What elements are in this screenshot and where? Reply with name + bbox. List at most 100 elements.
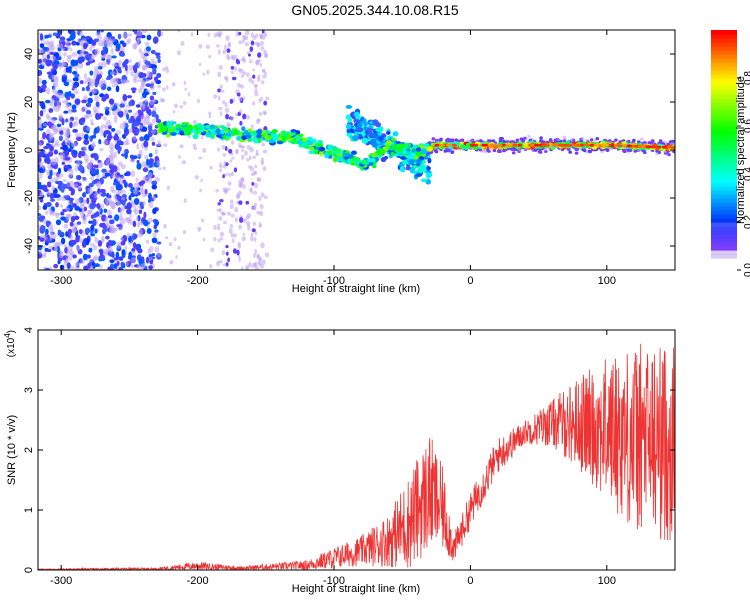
spectrogram-mark-1750	[256, 42, 261, 48]
spectrogram-mark-778	[94, 95, 100, 102]
spectrogram-mark-2296	[438, 138, 443, 142]
spectrogram-mark-1120	[81, 105, 85, 113]
spectrogram-mark-1346	[140, 96, 144, 100]
spectrogram-mark-2643	[421, 178, 427, 183]
spectrogram-mark-1620	[261, 30, 265, 34]
spectrogram-mark-560	[39, 226, 45, 234]
spectrogram-mark-606	[151, 110, 157, 118]
spectrogram-mark-1966	[667, 153, 671, 157]
spectrogram-mark-1097	[109, 240, 113, 246]
spectrogram-mark-741	[92, 218, 97, 227]
spectrogram-mark-1036	[42, 205, 48, 210]
spectrogram-mark-1886	[511, 151, 516, 155]
spectrogram-mark-1374	[149, 80, 156, 85]
spectrogram-mark-923	[38, 77, 43, 85]
spectrogram-mark-1760	[239, 109, 243, 114]
spectrogram-mark-796	[144, 41, 150, 47]
spectrogram-mark-1720	[245, 114, 251, 120]
spectrogram-mark-1544	[253, 182, 259, 189]
spectrogram-mark-288	[117, 108, 122, 112]
spectrogram-mark-539	[92, 244, 98, 251]
spectrogram-mark-685	[52, 172, 58, 176]
spectrogram-mark-1492	[171, 81, 176, 87]
spectrogram-mark-225	[42, 41, 48, 46]
spectrogram-mark-884	[51, 185, 56, 191]
spectrogram-mark-1776	[260, 157, 264, 164]
spectrogram-mark-1431	[178, 155, 181, 159]
colorbar-swatch-0	[711, 266, 737, 271]
colorbar-swatch-11	[711, 222, 737, 227]
spectrogram-mark-1414	[166, 85, 169, 90]
spectrogram-mark-1315	[77, 182, 82, 187]
spectrogram-mark-784	[91, 122, 95, 126]
spectrogram-mark-1674	[260, 96, 264, 102]
snr-ylabel-rot: SNR (10 * v/v)	[6, 415, 18, 485]
spectrogram-mark-1410	[199, 188, 203, 193]
spectrogram-mark-2907	[241, 126, 246, 132]
spectrogram-mark-1616	[217, 147, 221, 152]
spectrogram-mark-1147	[146, 34, 152, 41]
spectrogram-mark-996	[52, 32, 58, 36]
spectrogram-mark-3476	[397, 143, 403, 147]
spectrogram-mark-569	[62, 178, 67, 183]
spectrogram-mark-3585	[241, 135, 248, 140]
spectrogram-mark-3321	[390, 151, 396, 156]
spectrogram-mark-1279	[97, 66, 103, 70]
spectrogram-mark-1450	[166, 185, 171, 190]
spectrogram-mark-1726	[219, 31, 223, 35]
spectrogram-mark-1379	[85, 114, 91, 119]
spectrogram-mark-985	[107, 266, 114, 270]
snr-series-line	[38, 343, 675, 570]
spectrogram-mark-1356	[91, 39, 97, 46]
spectrogram-mark-1163	[52, 69, 58, 76]
spectrogram-mark-1008	[94, 154, 99, 161]
spectrogram-mark-1371	[71, 226, 78, 233]
spectrogram-mark-1335	[68, 108, 73, 115]
spectrogram-mark-468	[152, 106, 157, 112]
spectrogram-mark-286	[141, 161, 148, 168]
spectrogram-mark-1483	[197, 226, 202, 230]
spectrogram-mark-404	[130, 87, 137, 91]
spectrogram-mark-2682	[366, 127, 373, 134]
spectrogram-mark-3509	[348, 153, 354, 159]
spectrogram-mark-1468	[183, 198, 187, 203]
spectrogram-mark-2118	[595, 137, 600, 141]
spectrogram-mark-1528	[254, 92, 259, 97]
spectrogram-mark-1573	[254, 231, 258, 236]
spectrogram-mark-1642	[250, 124, 254, 130]
colorbar-tick-label-1: 0.2	[743, 215, 750, 229]
spectrogram-mark-619	[134, 73, 140, 79]
spectrogram-mark-625	[155, 55, 161, 59]
spectrogram-mark-3738	[669, 146, 675, 149]
spectrogram-xtick-label-0: -300	[50, 275, 72, 287]
spectrogram-mark-3615	[361, 159, 368, 165]
spectrogram-mark-531	[150, 136, 155, 142]
spectrogram-mark-1629	[253, 236, 257, 242]
spectrogram-mark-1282	[73, 215, 80, 220]
spectrogram-mark-1595	[233, 167, 238, 173]
spectrogram-mark-1105	[122, 61, 127, 68]
spectrogram-mark-1191	[84, 227, 91, 234]
spectrogram-mark-3540	[181, 122, 187, 126]
spectrogram-mark-688	[97, 240, 103, 247]
spectrogram-mark-3734	[512, 143, 518, 147]
spectrogram-mark-1502	[242, 232, 245, 237]
spectrogram-mark-1647	[219, 89, 225, 93]
spectrogram-mark-3730	[621, 144, 626, 148]
spectrogram-mark-1103	[137, 60, 142, 68]
spectrogram-mark-3744	[481, 143, 487, 147]
spectrogram-mark-1584	[238, 256, 241, 262]
colorbar-swatch-30	[711, 146, 737, 151]
spectrogram-mark-1637	[231, 76, 237, 81]
spectrogram-mark-802	[47, 175, 52, 180]
spectrogram-mark-1777	[257, 74, 261, 79]
colorbar-swatch-42	[711, 98, 737, 103]
spectrogram-mark-994	[120, 261, 125, 266]
spectrogram-mark-1487	[210, 247, 214, 253]
spectrogram-mark-960	[122, 234, 128, 243]
spectrogram-mark-1496	[176, 50, 181, 56]
spectrogram-mark-1067	[148, 201, 154, 209]
spectrogram-mark-148	[60, 127, 66, 131]
spectrogram-mark-1201	[108, 41, 114, 48]
spectrogram-mark-1416	[240, 266, 244, 270]
